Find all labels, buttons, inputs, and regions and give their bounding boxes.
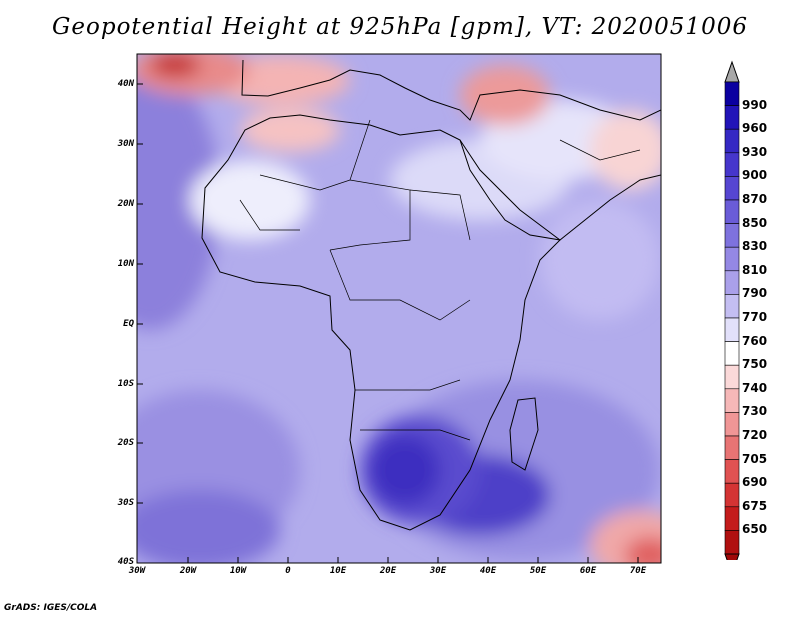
- lon-tick: 50E: [529, 566, 547, 576]
- colorbar-over-arrow: [724, 60, 740, 83]
- colorbar-box: [724, 482, 740, 508]
- colorbar-label: 810: [742, 262, 768, 277]
- colorbar-box: [724, 294, 740, 319]
- colorbar-box: [724, 105, 740, 130]
- colorbar-label: 740: [742, 380, 768, 395]
- lat-tick: EQ: [123, 319, 134, 329]
- lon-tick: 10E: [329, 566, 347, 576]
- colorbar-label: 850: [742, 215, 768, 230]
- lat-tick: 10S: [117, 379, 134, 389]
- lat-tick: 40S: [117, 557, 134, 567]
- map-title: Geopotential Height at 925hPa [gpm], VT:…: [52, 14, 748, 40]
- colorbar-label: 705: [742, 451, 768, 466]
- colorbar-box: [724, 223, 740, 248]
- lon-tick: 30W: [128, 566, 146, 576]
- lat-tick: 20S: [117, 438, 134, 448]
- colorbar-box: [724, 128, 740, 154]
- colorbar: [724, 60, 740, 560]
- colorbar-box: [724, 199, 740, 224]
- lon-tick: 0: [285, 566, 291, 576]
- colorbar-box: [724, 317, 740, 342]
- colorbar-label: 790: [742, 286, 768, 301]
- colorbar-box: [724, 412, 740, 437]
- colorbar-label: 730: [742, 404, 768, 419]
- coastlines: [201, 59, 661, 531]
- colorbar-box: [724, 506, 740, 531]
- colorbar-label: 650: [742, 522, 768, 537]
- colorbar-label: 830: [742, 239, 768, 254]
- colorbar-label: 960: [742, 121, 768, 136]
- colorbar-under-arrow: [724, 553, 740, 560]
- colorbar-box: [724, 388, 740, 413]
- lat-tick: 40N: [117, 79, 134, 89]
- colorbar-label: 900: [742, 168, 768, 183]
- lat-tick: 30S: [117, 498, 134, 508]
- lat-tick: 30N: [117, 139, 134, 149]
- height-field: [137, 54, 661, 563]
- colorbar-box: [724, 530, 740, 555]
- colorbar-label: 750: [742, 357, 768, 372]
- colorbar-label: 690: [742, 475, 768, 490]
- colorbar-label: 870: [742, 192, 768, 206]
- colorbar-box: [724, 341, 740, 366]
- colorbar-box: [724, 176, 740, 201]
- colorbar-label: 675: [742, 498, 768, 513]
- colorbar-box: [724, 435, 740, 460]
- lat-tick: 10N: [117, 259, 134, 269]
- colorbar-box: [724, 459, 740, 484]
- colorbar-label: 930: [742, 144, 768, 159]
- lon-tick: 70E: [629, 566, 647, 576]
- colorbar-box: [724, 270, 740, 295]
- lon-tick: 30E: [429, 566, 447, 576]
- colorbar-label: 770: [742, 310, 768, 324]
- lat-tick: 20N: [117, 199, 134, 209]
- lon-tick: 40E: [479, 566, 497, 576]
- lon-tick: 20E: [379, 566, 397, 576]
- colorbar-box: [724, 152, 740, 177]
- colorbar-label: 990: [742, 97, 768, 112]
- colorbar-label: 760: [742, 333, 768, 348]
- colorbar-box: [724, 81, 740, 106]
- grads-credit: GrADS: IGES/COLA: [4, 603, 98, 613]
- borders: [239, 119, 641, 441]
- colorbar-box: [724, 246, 740, 272]
- lon-tick: 10W: [229, 566, 247, 576]
- colorbar-label: 720: [742, 428, 768, 442]
- lon-tick: 20W: [179, 566, 197, 576]
- colorbar-box: [724, 364, 740, 390]
- lon-tick: 60E: [579, 566, 597, 576]
- axis-ticks: [137, 83, 639, 563]
